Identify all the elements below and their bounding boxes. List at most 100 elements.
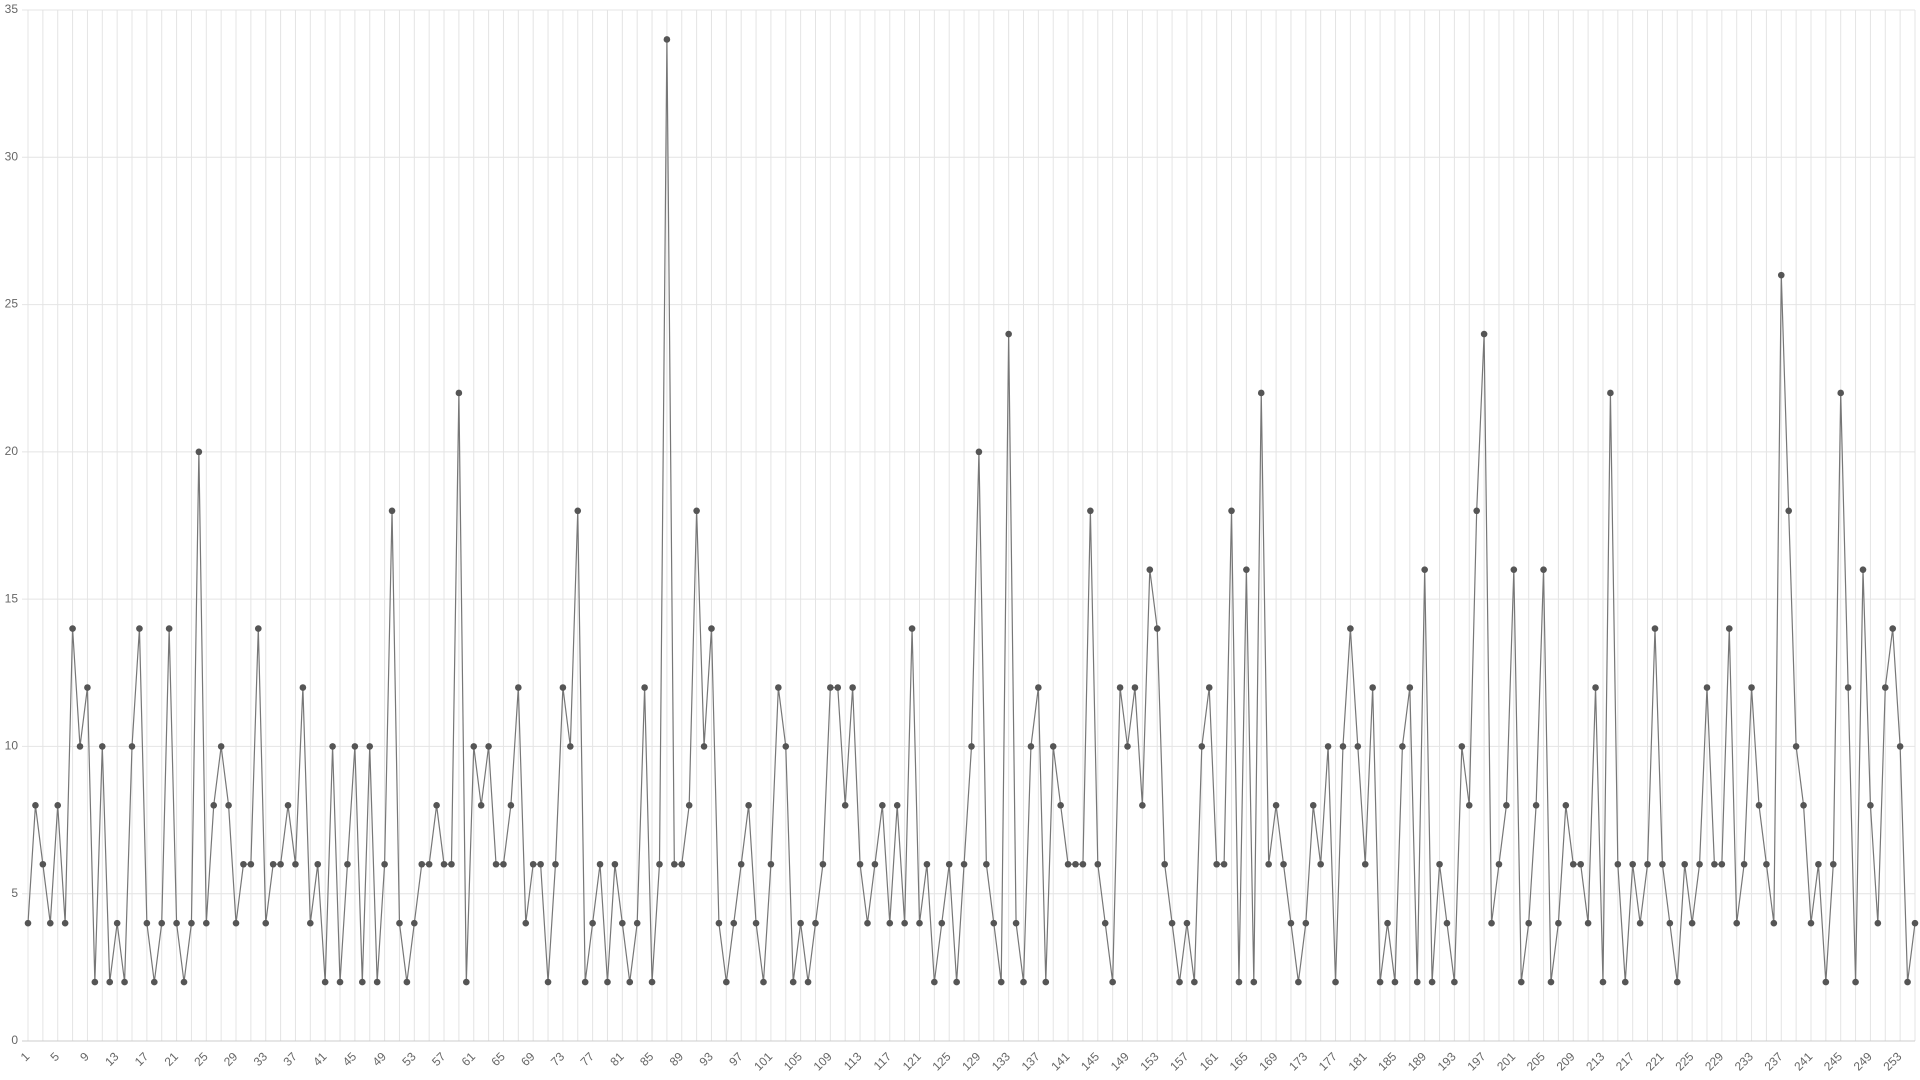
x-tick-label: 145 — [1078, 1049, 1102, 1073]
data-point — [723, 978, 730, 986]
data-point — [611, 860, 619, 868]
data-point — [619, 919, 626, 927]
data-point — [1020, 978, 1027, 986]
x-tick-label: 169 — [1256, 1049, 1280, 1073]
data-point — [953, 978, 960, 986]
x-tick-label: 209 — [1554, 1049, 1578, 1073]
x-tick-label: 29 — [221, 1049, 241, 1069]
data-point — [923, 860, 931, 868]
data-point — [1837, 389, 1845, 397]
data-point — [893, 802, 901, 809]
data-point — [76, 743, 84, 750]
data-point — [1859, 566, 1867, 573]
data-point — [69, 625, 76, 632]
x-tick-label: 5 — [47, 1049, 62, 1064]
data-point — [403, 978, 411, 986]
data-point — [730, 919, 738, 927]
data-point — [500, 860, 507, 868]
data-point — [1035, 684, 1042, 691]
data-point — [1228, 507, 1235, 515]
data-point — [1458, 743, 1466, 750]
data-point — [1243, 566, 1250, 573]
x-tick-label: 85 — [637, 1049, 657, 1069]
data-point — [98, 743, 106, 750]
data-point — [1042, 978, 1050, 986]
data-point — [1614, 860, 1622, 868]
data-point — [1191, 978, 1198, 986]
data-point — [1718, 860, 1726, 868]
data-point — [188, 919, 195, 927]
x-tick-label: 133 — [989, 1049, 1013, 1073]
data-point — [1124, 743, 1131, 750]
data-point — [359, 978, 366, 986]
data-point — [1369, 684, 1376, 691]
data-point — [1867, 802, 1874, 809]
data-point — [1064, 860, 1072, 868]
data-point — [1384, 919, 1391, 927]
data-point — [381, 860, 388, 868]
data-point — [864, 919, 871, 927]
y-tick-label: 35 — [5, 2, 19, 16]
data-point — [1525, 919, 1532, 927]
data-point — [886, 919, 894, 927]
data-point — [121, 978, 128, 986]
data-point — [448, 860, 455, 868]
data-point — [1822, 978, 1830, 986]
data-point — [789, 978, 797, 986]
data-point — [1280, 860, 1287, 868]
x-tick-label: 237 — [1762, 1049, 1786, 1073]
data-point — [1451, 978, 1458, 986]
data-point — [715, 919, 723, 927]
data-point — [388, 507, 396, 515]
data-point — [1569, 860, 1577, 868]
data-point — [507, 802, 515, 809]
data-point — [656, 860, 663, 868]
x-tick-label: 77 — [578, 1049, 598, 1069]
x-tick-label: 181 — [1346, 1049, 1370, 1073]
data-point — [1651, 625, 1659, 632]
data-point — [1168, 919, 1176, 927]
data-point — [321, 978, 329, 986]
x-tick-label: 17 — [132, 1049, 152, 1069]
data-point — [1317, 860, 1324, 868]
data-point — [1725, 625, 1733, 632]
data-point — [1659, 860, 1666, 868]
data-point — [1904, 978, 1911, 986]
data-point — [812, 919, 819, 927]
x-tick-label: 241 — [1791, 1049, 1815, 1073]
data-point — [1153, 625, 1161, 632]
data-point — [752, 919, 760, 927]
data-point — [1361, 860, 1369, 868]
x-tick-label: 253 — [1880, 1049, 1904, 1073]
data-point — [1295, 978, 1302, 986]
data-point — [1874, 919, 1882, 927]
data-point — [1770, 919, 1778, 927]
data-point — [1302, 919, 1310, 927]
data-point — [1198, 743, 1206, 750]
data-point — [1688, 919, 1696, 927]
data-point — [737, 860, 745, 868]
data-point — [492, 860, 500, 868]
data-point — [477, 802, 485, 809]
data-point — [336, 978, 344, 986]
data-point — [1740, 860, 1748, 868]
data-point — [210, 802, 218, 809]
data-point — [1607, 389, 1614, 397]
x-tick-label: 41 — [310, 1049, 330, 1069]
data-point — [1629, 860, 1636, 868]
x-tick-label: 33 — [251, 1049, 271, 1069]
y-tick-label: 10 — [5, 739, 19, 753]
x-tick-label: 121 — [900, 1049, 924, 1073]
data-point — [150, 978, 158, 986]
data-point — [1443, 919, 1451, 927]
data-point — [596, 860, 604, 868]
x-tick-label: 129 — [959, 1049, 983, 1073]
x-tick-label: 13 — [102, 1049, 122, 1069]
data-point — [143, 919, 151, 927]
x-tick-label: 149 — [1108, 1049, 1132, 1073]
data-point — [425, 860, 433, 868]
x-tick-label: 197 — [1464, 1049, 1488, 1073]
x-tick-label: 57 — [429, 1049, 449, 1069]
data-point — [1584, 919, 1592, 927]
data-point — [515, 684, 522, 691]
